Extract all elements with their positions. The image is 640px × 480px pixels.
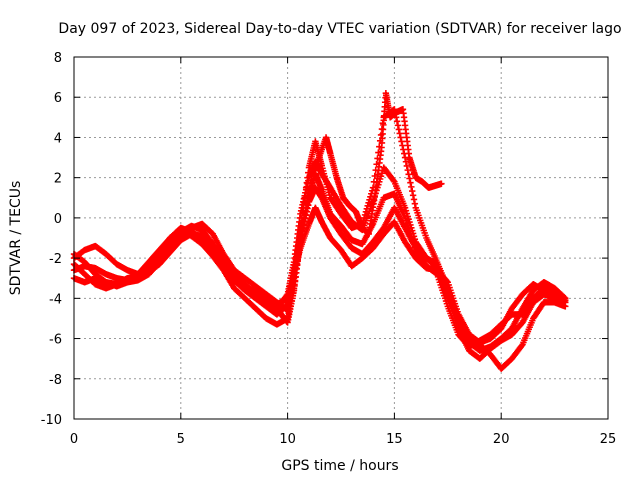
- data-point: [406, 175, 413, 182]
- data-point: [399, 142, 406, 149]
- data-point: [365, 199, 372, 207]
- series-track-1: [70, 106, 569, 354]
- data-point: [394, 122, 402, 129]
- data-point: [404, 166, 411, 174]
- series-track-5: [70, 170, 569, 350]
- data-point: [438, 180, 445, 187]
- y-tick-label: 2: [54, 172, 62, 187]
- y-tick-label: -10: [41, 413, 62, 428]
- data-point: [518, 342, 525, 349]
- x-axis-ticks: 0 5 10 15 20 25: [70, 57, 616, 447]
- data-point: [405, 171, 412, 178]
- y-tick-label: 4: [54, 131, 62, 146]
- x-tick-label: 15: [386, 432, 403, 447]
- data-point: [411, 200, 419, 207]
- data-point: [443, 278, 451, 285]
- data-point: [407, 179, 414, 186]
- y-tick-label: -6: [49, 333, 62, 348]
- data-point: [562, 299, 569, 306]
- data-point: [397, 134, 404, 141]
- data-point: [390, 177, 397, 184]
- x-tick-label: 0: [70, 432, 78, 447]
- data-point: [396, 130, 403, 137]
- data-point: [408, 183, 415, 191]
- y-tick-label: 8: [54, 51, 62, 66]
- data-point: [410, 196, 418, 203]
- x-axis-label: GPS time / hours: [281, 458, 398, 474]
- data-point: [398, 138, 405, 145]
- data-marks: [70, 90, 569, 372]
- y-tick-label: -2: [49, 252, 62, 267]
- x-tick-label: 20: [493, 432, 510, 447]
- data-point: [409, 187, 416, 195]
- y-tick-label: -4: [49, 292, 62, 307]
- x-tick-label: 10: [279, 432, 296, 447]
- y-axis-ticks: -10 -8 -6 -4 -2 0 2 4 6 8: [41, 51, 608, 428]
- data-point: [395, 126, 403, 133]
- series-track-6: [271, 90, 445, 326]
- data-point: [402, 158, 410, 165]
- x-tick-label: 25: [600, 432, 617, 447]
- y-tick-label: 6: [54, 91, 62, 106]
- y-axis-label: SDTVAR / TECUs: [8, 181, 24, 296]
- plot-frame: [73, 56, 609, 420]
- y-tick-label: -8: [49, 373, 62, 388]
- x-tick-label: 5: [177, 432, 185, 447]
- chart-title: Day 097 of 2023, Sidereal Day-to-day VTE…: [58, 21, 621, 37]
- data-point: [393, 118, 401, 125]
- y-tick-label: 0: [54, 212, 62, 227]
- data-point: [409, 192, 417, 199]
- data-point: [561, 298, 568, 305]
